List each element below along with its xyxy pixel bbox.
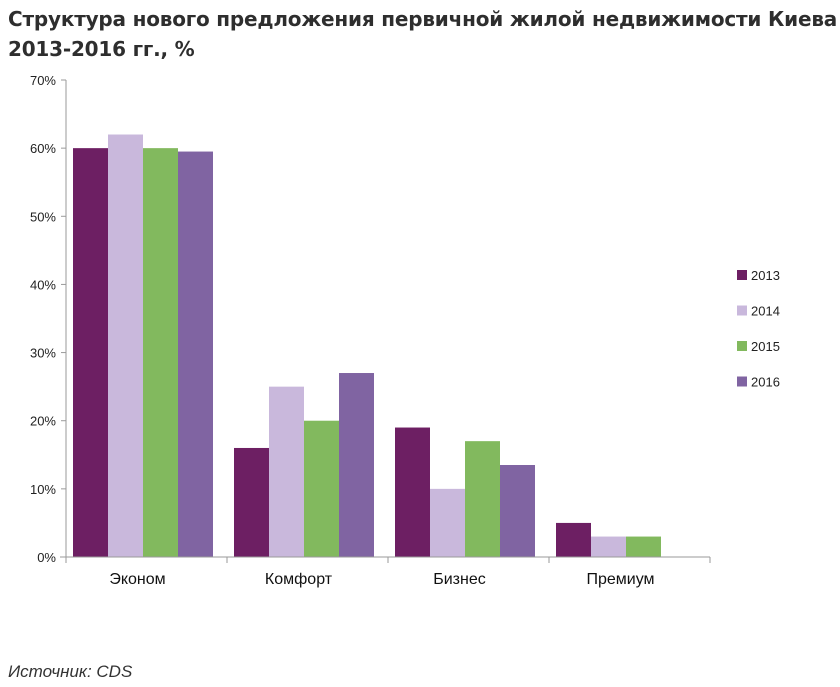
- x-tick-label: Эконом: [109, 571, 165, 588]
- chart-title-line-1: Структура нового предложения первичной ж…: [8, 7, 838, 31]
- bars-layer: [73, 134, 661, 558]
- bar-2014-2: [430, 488, 465, 557]
- bar-2016-1: [339, 373, 374, 557]
- x-tick-label: Комфорт: [265, 571, 333, 588]
- legend-label-2013: 2013: [751, 268, 780, 283]
- bar-2014-0: [108, 134, 143, 557]
- bar-2013-0: [73, 148, 108, 557]
- x-tick-label: Бизнес: [433, 571, 486, 588]
- legend-swatch-2014: [737, 305, 747, 316]
- bar-2013-2: [395, 427, 430, 557]
- bar-2013-1: [234, 447, 269, 557]
- axis-layer: 0% 10% 20% 30% 40% 50% 60% 70% Эконом Комфорт Бизн…: [30, 73, 711, 588]
- chart-title: Структура нового предложения первичной ж…: [8, 4, 838, 64]
- y-tick-label: 70%: [30, 73, 56, 88]
- bar-2015-2: [465, 441, 500, 557]
- bar-2014-1: [269, 386, 304, 557]
- y-tick-label: 50%: [30, 209, 56, 224]
- legend-label-2014: 2014: [751, 304, 780, 319]
- legend-swatch-2015: [737, 341, 747, 351]
- bar-2015-1: [304, 420, 339, 557]
- bar-2013-3: [556, 522, 591, 557]
- legend: 2013 2014 2015 2016: [737, 268, 780, 390]
- source-note: Источник: CDS: [8, 662, 133, 681]
- legend-label-2016: 2016: [751, 375, 780, 390]
- x-tick-label: Премиум: [586, 571, 654, 588]
- y-tick-label: 20%: [30, 414, 56, 429]
- y-tick-label: 10%: [30, 482, 56, 497]
- bar-2014-3: [591, 536, 626, 557]
- y-tick-label: 60%: [30, 141, 56, 156]
- bar-2016-0: [178, 151, 213, 558]
- chart-title-line-2: 2013-2016 гг., %: [8, 37, 195, 61]
- bar-2016-2: [500, 465, 535, 557]
- y-tick-label: 40%: [30, 277, 56, 292]
- bar-2015-0: [143, 148, 178, 557]
- bar-2015-3: [626, 536, 661, 557]
- y-tick-label: 0%: [37, 550, 56, 565]
- legend-swatch-2013: [737, 270, 747, 280]
- legend-label-2015: 2015: [751, 339, 780, 354]
- legend-swatch-2016: [737, 376, 747, 387]
- y-tick-label: 30%: [30, 346, 56, 361]
